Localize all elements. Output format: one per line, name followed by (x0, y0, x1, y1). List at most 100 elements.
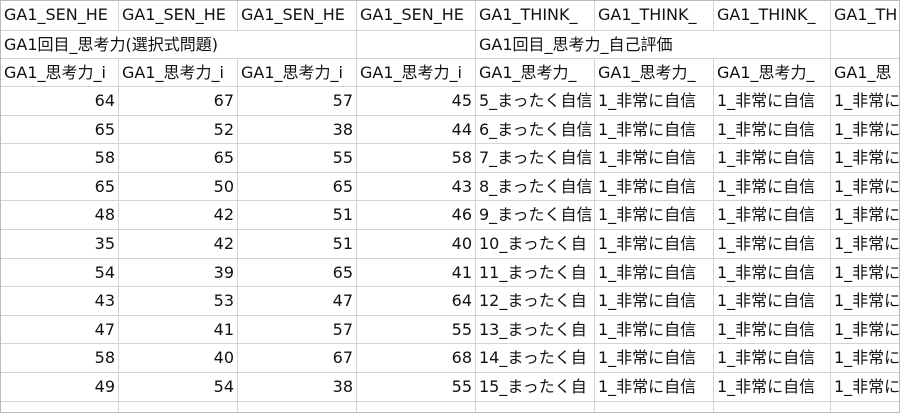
label-header[interactable]: GA1_思考力_i (357, 59, 476, 87)
data-cell[interactable]: 47 (238, 287, 357, 316)
data-cell[interactable]: 1_非常に (831, 344, 899, 373)
data-cell[interactable]: 1_非常に自信 (714, 144, 831, 173)
data-cell[interactable]: 8_まったく自信 (476, 172, 595, 202)
data-cell[interactable]: 35 (1, 230, 119, 259)
data-cell[interactable]: 43 (1, 287, 119, 316)
data-cell[interactable]: 1_非常に自信 (595, 344, 714, 373)
data-cell[interactable]: 1_非常に自信 (595, 230, 714, 259)
data-cell[interactable]: 1_非常に (831, 230, 899, 259)
empty-cell[interactable] (238, 401, 357, 412)
data-cell[interactable]: 5_まったく自信 (476, 87, 595, 116)
data-cell[interactable]: 67 (119, 87, 238, 116)
data-cell[interactable]: 51 (238, 201, 357, 230)
data-cell[interactable]: 1_非常に (831, 116, 899, 145)
data-cell[interactable]: 58 (1, 144, 119, 173)
empty-cell[interactable] (357, 31, 476, 59)
data-cell[interactable]: 65 (1, 115, 119, 145)
data-cell[interactable]: 65 (119, 144, 238, 173)
data-cell[interactable]: 51 (238, 230, 357, 259)
data-cell[interactable]: 41 (357, 258, 476, 288)
group-header[interactable]: GA1回目_思考力_自己評価 (476, 31, 831, 59)
data-cell[interactable]: 55 (238, 144, 357, 173)
data-cell[interactable]: 53 (119, 287, 238, 316)
data-cell[interactable]: 1_非常に自信 (714, 172, 831, 202)
data-cell[interactable]: 49 (1, 373, 119, 402)
label-header[interactable]: GA1_思考力_i (1, 59, 119, 87)
group-header[interactable]: GA1回目_思考力(選択式問題) (1, 31, 357, 59)
column-header[interactable]: GA1_THINK_ (476, 1, 595, 31)
data-cell[interactable]: 1_非常に自信 (714, 201, 831, 230)
data-cell[interactable]: 1_非常に自信 (714, 115, 831, 145)
data-cell[interactable]: 9_まったく自信 (476, 201, 595, 230)
data-cell[interactable]: 64 (357, 287, 476, 316)
data-cell[interactable]: 10_まったく自 (476, 230, 595, 259)
data-cell[interactable]: 1_非常に自信 (595, 373, 714, 402)
data-cell[interactable]: 1_非常に (831, 201, 899, 230)
empty-cell[interactable] (476, 401, 595, 412)
label-header[interactable]: GA1_思考力_ (476, 59, 595, 87)
data-cell[interactable]: 15_まったく自 (476, 373, 595, 402)
data-cell[interactable]: 12_まったく自 (476, 287, 595, 316)
data-cell[interactable]: 1_非常に自信 (714, 87, 831, 116)
column-header[interactable]: GA1_SEN_HE (119, 1, 238, 31)
label-header[interactable]: GA1_思考力_ (714, 59, 831, 87)
data-cell[interactable]: 1_非常に (831, 87, 899, 116)
column-header[interactable]: GA1_THINK_ (714, 1, 831, 31)
data-cell[interactable]: 65 (238, 258, 357, 288)
data-cell[interactable]: 42 (119, 230, 238, 259)
column-header[interactable]: GA1_TH (831, 1, 899, 31)
data-cell[interactable]: 54 (119, 373, 238, 402)
data-cell[interactable]: 1_非常に (831, 316, 899, 345)
data-cell[interactable]: 38 (238, 115, 357, 145)
data-cell[interactable]: 1_非常に自信 (595, 87, 714, 116)
column-header[interactable]: GA1_SEN_HE (357, 1, 476, 31)
data-cell[interactable]: 57 (238, 315, 357, 345)
data-cell[interactable]: 1_非常に自信 (595, 258, 714, 288)
data-cell[interactable]: 58 (1, 344, 119, 373)
empty-cell[interactable] (714, 401, 831, 412)
data-cell[interactable]: 1_非常に (831, 144, 899, 173)
data-cell[interactable]: 14_まったく自 (476, 344, 595, 373)
data-cell[interactable]: 1_非常に自信 (595, 287, 714, 316)
column-header[interactable]: GA1_THINK_ (595, 1, 714, 31)
data-cell[interactable]: 1_非常に自信 (714, 287, 831, 316)
data-cell[interactable]: 1_非常に自信 (714, 230, 831, 259)
data-cell[interactable]: 43 (357, 172, 476, 202)
data-cell[interactable]: 11_まったく自 (476, 258, 595, 288)
data-cell[interactable]: 1_非常に自信 (595, 144, 714, 173)
data-cell[interactable]: 1_非常に自信 (714, 344, 831, 373)
label-header[interactable]: GA1_思考力_i (238, 59, 357, 87)
label-header[interactable]: GA1_思考力_i (119, 59, 238, 87)
data-cell[interactable]: 1_非常に自信 (595, 172, 714, 202)
data-cell[interactable]: 50 (119, 172, 238, 202)
data-cell[interactable]: 1_非常に自信 (714, 258, 831, 288)
data-cell[interactable]: 57 (238, 87, 357, 116)
data-cell[interactable]: 44 (357, 115, 476, 145)
data-cell[interactable]: 42 (119, 201, 238, 230)
data-cell[interactable]: 6_まったく自信 (476, 115, 595, 145)
data-cell[interactable]: 40 (357, 230, 476, 259)
data-cell[interactable]: 1_非常に自信 (595, 201, 714, 230)
data-cell[interactable]: 40 (119, 344, 238, 373)
data-cell[interactable]: 64 (1, 87, 119, 116)
label-header[interactable]: GA1_思 (831, 59, 899, 87)
empty-cell[interactable] (595, 401, 714, 412)
data-cell[interactable]: 55 (357, 315, 476, 345)
data-cell[interactable]: 1_非常に自信 (595, 115, 714, 145)
data-cell[interactable]: 1_非常に自信 (595, 315, 714, 345)
column-header[interactable]: GA1_SEN_HE (1, 1, 119, 31)
data-cell[interactable]: 58 (357, 144, 476, 173)
data-cell[interactable]: 52 (119, 115, 238, 145)
data-cell[interactable]: 1_非常に (831, 173, 899, 202)
data-cell[interactable]: 48 (1, 201, 119, 230)
empty-cell[interactable] (831, 31, 899, 59)
empty-cell[interactable] (831, 402, 899, 412)
empty-cell[interactable] (1, 401, 119, 412)
data-cell[interactable]: 1_非常に (831, 259, 899, 288)
data-cell[interactable]: 55 (357, 373, 476, 402)
data-cell[interactable]: 65 (238, 172, 357, 202)
empty-cell[interactable] (357, 401, 476, 412)
data-cell[interactable]: 41 (119, 315, 238, 345)
data-cell[interactable]: 39 (119, 258, 238, 288)
data-cell[interactable]: 68 (357, 344, 476, 373)
